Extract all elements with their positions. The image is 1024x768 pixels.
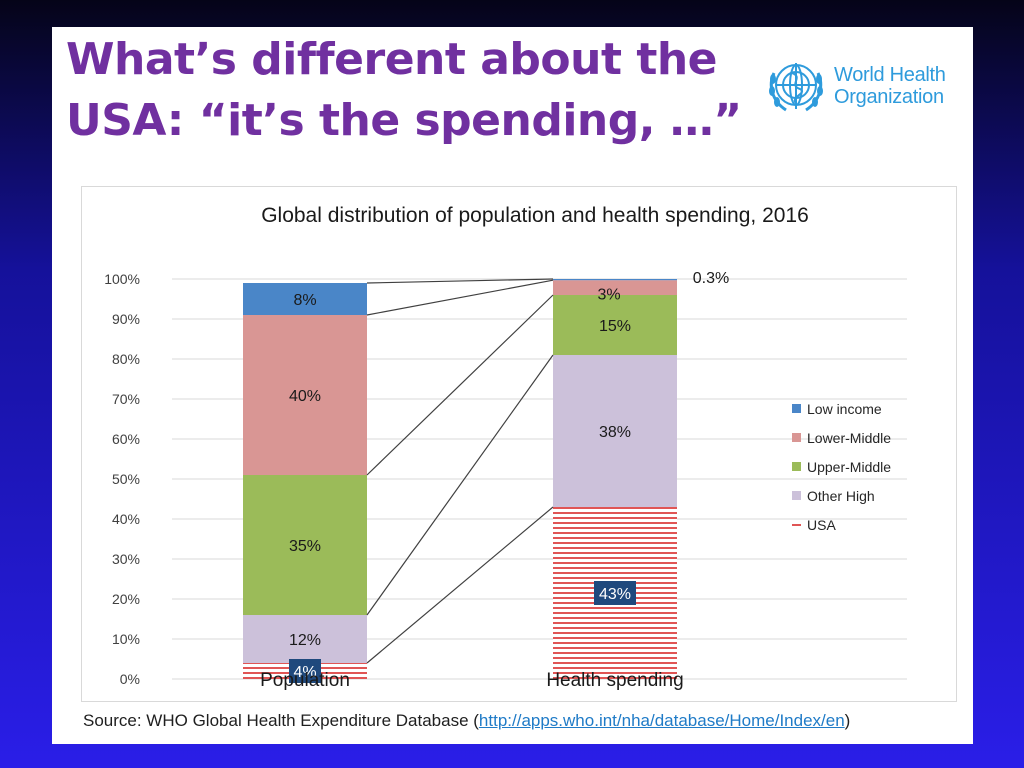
source-suffix: )	[844, 711, 851, 730]
data-label-box-health-spending-usa	[594, 581, 636, 605]
y-tick-label: 0%	[120, 671, 140, 687]
legend-label-other-high: Other High	[807, 488, 875, 504]
slide: What’s different about the USA: “it’s th…	[52, 27, 973, 744]
data-label-population-low-income: 8%	[293, 292, 316, 309]
who-logo-text: World Health Organization	[834, 64, 946, 108]
connector-lines	[366, 278, 554, 664]
y-tick-label: 10%	[112, 631, 140, 647]
legend-swatch-other-high	[792, 491, 801, 500]
data-label-health-spending-upper-middle: 15%	[599, 318, 631, 335]
data-label-population-usa: 4%	[293, 664, 316, 681]
legend-label-usa: USA	[807, 517, 836, 533]
legend-label-low-income: Low income	[807, 401, 882, 417]
slide-title-line-2: USA: “it’s the spending, …”	[66, 95, 742, 146]
y-tick-label: 20%	[112, 591, 140, 607]
data-label-health-spending-low-income: 0.3%	[693, 270, 729, 287]
y-tick-label: 100%	[104, 271, 140, 287]
legend-label-lower-middle: Lower-Middle	[807, 430, 891, 446]
legend-swatch-upper-middle	[792, 462, 801, 471]
legend-swatch-lower-middle	[792, 433, 801, 442]
x-axis-category-labels: Population Health spending	[260, 670, 684, 691]
connector-line	[366, 294, 554, 476]
y-tick-label: 40%	[112, 511, 140, 527]
connector-line	[366, 506, 554, 664]
connector-line	[366, 278, 554, 284]
y-tick-label: 70%	[112, 391, 140, 407]
y-tick-label: 60%	[112, 431, 140, 447]
legend: Low income Lower-Middle Upper-Middle Other …	[792, 401, 891, 533]
bar-population-upper-middle	[243, 475, 367, 615]
source-citation: Source: WHO Global Health Expenditure Da…	[83, 711, 850, 731]
data-label-health-spending-usa: 43%	[599, 586, 631, 603]
connector-line	[366, 354, 554, 616]
stacked-bar-chart: Global distribution of population and he…	[104, 204, 907, 691]
bar-population-other-high	[243, 615, 367, 663]
bar-population-low-income	[243, 283, 367, 315]
bars	[243, 279, 677, 679]
bar-health-spending-other-high	[553, 355, 677, 507]
chart-panel: Global distribution of population and he…	[81, 186, 957, 702]
connector-line	[366, 279, 554, 316]
bar-health-spending-lower-middle	[553, 280, 677, 295]
data-label-population-upper-middle: 35%	[289, 538, 321, 555]
slide-title: What’s different about the USA: “it’s th…	[66, 29, 766, 151]
legend-swatch-low-income	[792, 404, 801, 413]
bar-health-spending-upper-middle	[553, 295, 677, 355]
data-label-population-other-high: 12%	[289, 632, 321, 649]
data-label-box-population-usa	[289, 659, 321, 683]
y-tick-label: 80%	[112, 351, 140, 367]
x-category-label-population: Population	[260, 670, 350, 691]
source-link[interactable]: http://apps.who.int/nha/database/Home/In…	[478, 711, 845, 730]
y-tick-label: 50%	[112, 471, 140, 487]
legend-label-upper-middle: Upper-Middle	[807, 459, 891, 475]
data-label-health-spending-other-high: 38%	[599, 424, 631, 441]
data-labels: 4% 12% 35% 40% 8% 43% 38% 15% 3% 0.3%	[289, 270, 729, 683]
bar-health-spending-low-income	[553, 279, 677, 281]
who-logo-text-line-2: Organization	[834, 86, 944, 108]
who-logo: World Health Organization	[764, 53, 954, 119]
data-label-health-spending-lower-middle: 3%	[597, 287, 620, 304]
x-category-label-health-spending: Health spending	[546, 670, 683, 691]
bar-population-lower-middle	[243, 315, 367, 475]
y-tick-label: 90%	[112, 311, 140, 327]
y-axis-tick-labels: 0% 10% 20% 30% 40% 50% 60% 70% 80% 90% 100%	[104, 271, 140, 687]
slide-title-line-1: What’s different about the	[66, 34, 718, 85]
who-logo-text-line-1: World Health	[834, 64, 946, 86]
source-prefix: Source: WHO Global Health Expenditure Da…	[83, 711, 479, 730]
chart-title: Global distribution of population and he…	[261, 204, 809, 227]
who-emblem-icon	[769, 63, 823, 112]
data-label-population-lower-middle: 40%	[289, 388, 321, 405]
y-tick-label: 30%	[112, 551, 140, 567]
